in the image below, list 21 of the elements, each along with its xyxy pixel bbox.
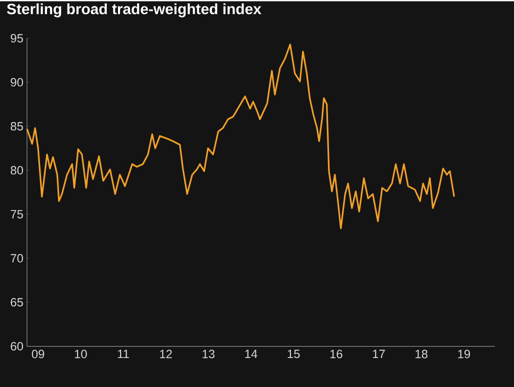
x-tick-label: 10 [74, 350, 87, 358]
x-tick-label: 17 [373, 350, 385, 358]
x-tick-label: 18 [416, 350, 428, 358]
y-tick-label: 75 [10, 210, 23, 218]
line-series [26, 44, 455, 230]
y-tick-label: 65 [10, 298, 23, 306]
y-tick-label: 95 [10, 34, 23, 42]
y-tick-label: 90 [10, 78, 24, 86]
y-tick-label: 60 [10, 342, 24, 350]
y-tick-label: 85 [10, 122, 23, 130]
x-tick-label: 09 [32, 350, 44, 358]
x-tick-label: 16 [330, 350, 342, 358]
x-tick-label: 12 [160, 350, 172, 358]
x-tick-label: 11 [118, 350, 129, 358]
y-tick-label: 70 [10, 254, 24, 262]
y-tick-label: 80 [10, 166, 24, 174]
x-tick-label: 14 [245, 350, 258, 358]
x-tick-label: 15 [288, 350, 300, 358]
x-tick-label: 13 [202, 350, 215, 358]
chart-title: Sterling broad trade-weighted index [6, 3, 262, 18]
x-tick-label: 19 [458, 350, 470, 358]
